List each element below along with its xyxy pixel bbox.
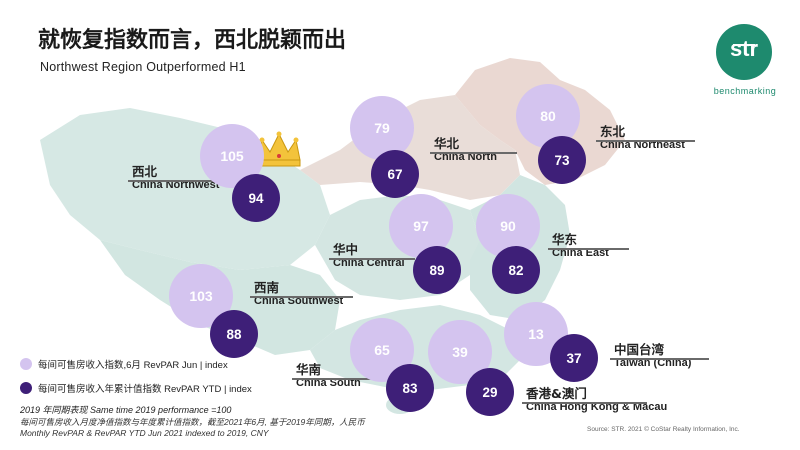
label-underline xyxy=(610,358,710,360)
crown-icon xyxy=(257,131,301,167)
footnote-cn: 每间可售房收入月度净值指数与年度累计值指数，截至2021年6月, 基于2019年… xyxy=(20,417,365,427)
region-cn: 西南 xyxy=(254,280,280,295)
label-underline xyxy=(250,296,354,298)
legend-label-ytd: 每间可售房收入年累计值指数 RevPAR YTD | index xyxy=(38,384,252,395)
page-title: 就恢复指数而言，西北脱颖而出 xyxy=(38,28,347,53)
str-logo: str xyxy=(716,24,772,80)
region-label-north: 华北 China North xyxy=(430,136,517,164)
bubble-jun-north: 79 xyxy=(350,96,414,160)
region-en: China Hong Kong & Macau xyxy=(526,401,668,413)
label-underline xyxy=(522,402,648,404)
label-underline xyxy=(430,152,517,154)
bubble-ytd-northwest: 94 xyxy=(232,174,280,222)
region-label-southwest: 西南 China Southwest xyxy=(250,280,354,308)
region-label-east: 华东 China East xyxy=(548,232,629,260)
region-label-hkmacau: 香港&澳门 China Hong Kong & Macau xyxy=(522,386,668,414)
legend-label-jun: 每间可售房收入指数,6月 RevPAR Jun | index xyxy=(38,360,228,371)
logo-text: str xyxy=(729,36,759,61)
region-cn: 华东 xyxy=(552,232,578,247)
region-cn: 华南 xyxy=(296,362,322,377)
bubble-ytd-southwest: 88 xyxy=(210,310,258,358)
region-label-south: 华南 China South xyxy=(292,362,371,390)
region-en: China Southwest xyxy=(254,295,344,307)
region-label-northwest: 西北 China Northwest xyxy=(128,164,230,192)
map-region-north xyxy=(300,95,520,200)
source-credit: Source: STR. 2021 © CoStar Realty Inform… xyxy=(587,426,740,433)
region-en: China Northwest xyxy=(132,179,220,191)
label-underline xyxy=(292,378,371,380)
region-en: China Central xyxy=(333,257,405,269)
region-cn: 中国台湾 xyxy=(614,342,665,357)
bubble-ytd-taiwan: 37 xyxy=(550,334,598,382)
region-cn: 香港&澳门 xyxy=(526,386,587,401)
bubble-ytd-east: 82 xyxy=(492,246,540,294)
region-label-taiwan: 中国台湾 Taiwan (China) xyxy=(610,342,710,370)
region-label-central: 华中 China Central xyxy=(329,242,415,270)
baseline-note: 2019 年同期表现 Same time 2019 performance =1… xyxy=(20,405,232,415)
region-en: Taiwan (China) xyxy=(614,357,692,369)
region-en: China East xyxy=(552,247,609,259)
label-underline xyxy=(548,248,629,250)
label-underline xyxy=(596,140,695,142)
region-en: China Northeast xyxy=(600,139,685,151)
bubble-ytd-north: 67 xyxy=(371,150,419,198)
logo-tagline: benchmarking xyxy=(713,86,777,96)
region-cn: 东北 xyxy=(600,124,626,139)
region-label-northeast: 东北 China Northeast xyxy=(596,124,695,152)
region-cn: 西北 xyxy=(132,164,158,179)
bubble-jun-southwest: 103 xyxy=(169,264,233,328)
label-underline xyxy=(128,180,230,182)
legend-swatch-ytd xyxy=(20,382,32,394)
footnote-en: Monthly RevPAR & RevPAR YTD Jun 2021 ind… xyxy=(20,428,269,438)
bubble-ytd-central: 89 xyxy=(413,246,461,294)
region-en: China South xyxy=(296,377,361,389)
page-subtitle: Northwest Region Outperformed H1 xyxy=(40,60,246,74)
bubble-ytd-hkmacau: 29 xyxy=(466,368,514,416)
bubble-ytd-south: 83 xyxy=(386,364,434,412)
label-underline xyxy=(329,258,415,260)
logo-bar xyxy=(733,44,755,46)
region-en: China North xyxy=(434,151,497,163)
bubble-ytd-northeast: 73 xyxy=(538,136,586,184)
legend-swatch-jun xyxy=(20,358,32,370)
region-cn: 华中 xyxy=(333,242,359,257)
region-cn: 华北 xyxy=(434,136,460,151)
